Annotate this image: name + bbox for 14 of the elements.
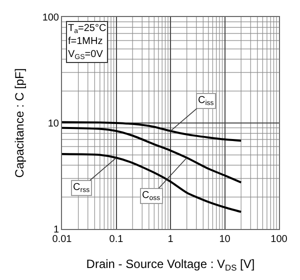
x-axis-title: Drain - Source Voltage : V$_{DS}$ [V]: [86, 256, 255, 272]
y-tick-label: 10: [48, 118, 60, 130]
x-tick-label: 10: [219, 234, 231, 245]
x-tick-label: 100: [270, 234, 288, 245]
annotation: C$_{oss}$: [142, 190, 161, 202]
annotation: C$_{iss}$: [198, 95, 214, 108]
y-tick-label: 1: [53, 224, 60, 236]
x-tick-label: 0.01: [52, 234, 72, 245]
annotation: C$_{rss}$: [73, 182, 90, 194]
x-tick-label: 0.1: [109, 234, 124, 245]
annotation: T$_{a}$=25°C f=1MHz V$_{GS}$=0V: [68, 23, 106, 62]
y-tick-label: 100: [42, 12, 60, 24]
x-tick-label: 1: [168, 234, 174, 245]
y-axis-title: Capacitance : C [pF]: [12, 68, 27, 178]
